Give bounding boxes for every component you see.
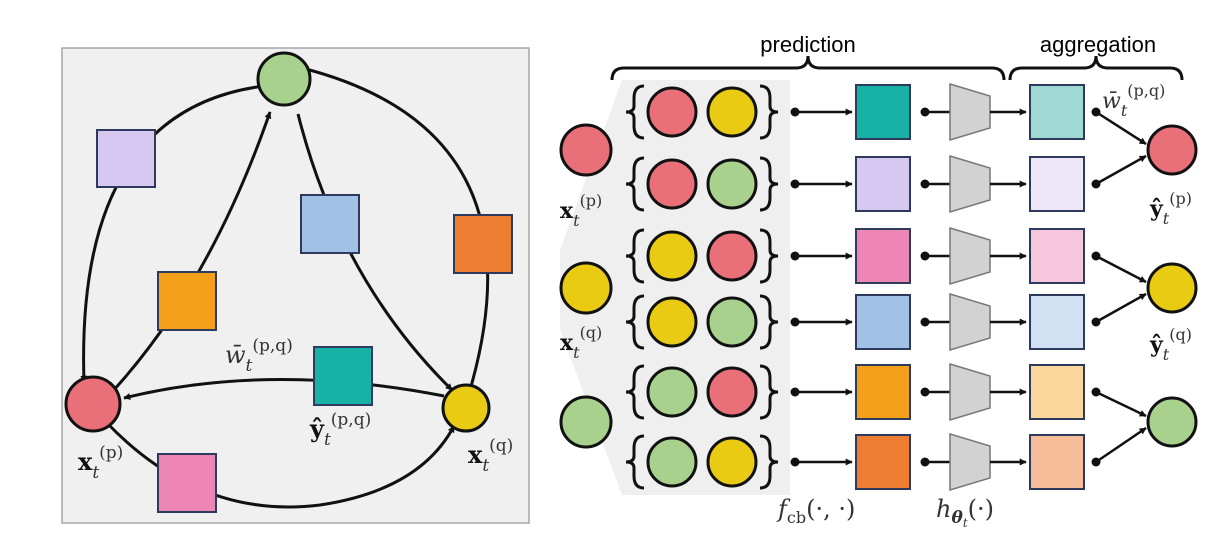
row-5-right-brace	[759, 364, 779, 420]
row-2-pair-node-green	[706, 158, 758, 210]
x-q-label-right: xt(q)	[560, 323, 602, 362]
output-node-red	[1146, 124, 1198, 176]
weight-label-left: w̄t(p,q)	[225, 336, 293, 376]
row-4-pred-square	[855, 294, 911, 350]
row-1-left-brace	[625, 84, 645, 140]
pred-square-lavender	[96, 129, 156, 188]
graph-panel-background	[61, 47, 530, 524]
output-node-yellow	[1146, 262, 1198, 314]
row-6-pair-node-yellow	[706, 436, 758, 488]
row-1-pred-square	[855, 84, 911, 140]
edge-yellow-to-green	[301, 66, 490, 391]
pipeline-panel: prediction aggregation xt(p) xt(q) w̄t(p…	[559, 32, 1198, 530]
x-p-label-left: xt(p)	[78, 443, 123, 483]
aggregation-brace	[1008, 55, 1184, 81]
pipeline-rows	[625, 82, 1147, 492]
h-theta-label: hθt(·)	[936, 495, 994, 530]
row-2-right-brace	[759, 156, 779, 212]
node-red	[64, 375, 122, 433]
row-2-agg-square	[1029, 156, 1085, 212]
x-p-label-right: xt(p)	[560, 191, 602, 230]
row-3-arrow-4	[1095, 254, 1147, 284]
row-6-arrow-4	[1095, 426, 1147, 464]
row-1-right-brace	[759, 84, 779, 140]
weight-label-right: w̄t(p,q)	[1102, 81, 1165, 120]
row-3-right-brace	[759, 228, 779, 284]
row-6-right-brace	[759, 434, 779, 490]
row-2-left-brace	[625, 156, 645, 212]
node-yellow	[441, 383, 491, 433]
row-3-h-trapezoid	[949, 226, 991, 286]
pred-square-teal	[313, 346, 373, 406]
row-1-pair-node-red	[646, 86, 698, 138]
row-5-pair-node-green	[646, 366, 698, 418]
row-6-pred-square	[855, 434, 911, 490]
row-5-left-brace	[625, 364, 645, 420]
row-4-right-brace	[759, 294, 779, 350]
row-6-h-trapezoid	[949, 432, 991, 492]
row-3-left-brace	[625, 228, 645, 284]
row-3-agg-square	[1029, 228, 1085, 284]
row-6-left-brace	[625, 434, 645, 490]
pred-square-orange	[157, 271, 217, 331]
pred-square-pink	[157, 453, 217, 513]
aggregation-header: aggregation	[1040, 32, 1156, 57]
row-2-h-trapezoid	[949, 154, 991, 214]
row-2-pair-node-red	[646, 158, 698, 210]
row-5-arrow-4	[1095, 390, 1147, 418]
row-4-arrow-4	[1095, 292, 1147, 324]
graph-panel: w̄t(p,q) ŷt(p,q) xt(p) xt(q)	[61, 47, 530, 524]
row-1-agg-square	[1029, 84, 1085, 140]
row-5-pair-node-red	[706, 366, 758, 418]
row-6-agg-square	[1029, 434, 1085, 490]
row-6-pair-node-green	[646, 436, 698, 488]
row-1-arrow-4	[1095, 110, 1147, 146]
f-cb-label: fcb(·, ·)	[776, 495, 855, 527]
node-green	[256, 51, 312, 107]
y-p-label: ŷt(p)	[1149, 189, 1192, 228]
pred-square-orange-red	[453, 214, 513, 274]
edge-yellow-to-red	[123, 377, 445, 400]
row-4-pair-node-yellow	[646, 296, 698, 348]
row-4-pair-node-green	[706, 296, 758, 348]
row-4-left-brace	[625, 294, 645, 350]
row-5-agg-square	[1029, 364, 1085, 420]
row-5-pred-square	[855, 364, 911, 420]
row-2-arrow-4	[1095, 154, 1147, 186]
row-4-agg-square	[1029, 294, 1085, 350]
row-2-pred-square	[855, 156, 911, 212]
x-q-label-left: xt(q)	[468, 436, 513, 476]
input-node-green	[559, 395, 613, 449]
row-3-pair-node-yellow	[646, 230, 698, 282]
prediction-header: prediction	[760, 32, 855, 57]
row-1-h-trapezoid	[949, 82, 991, 142]
y-q-label: ŷt(q)	[1149, 325, 1192, 364]
edge-red-to-green	[110, 111, 272, 394]
prediction-brace	[610, 55, 1006, 81]
pred-square-blue	[300, 194, 360, 254]
output-node-green	[1146, 396, 1198, 448]
input-node-yellow	[559, 261, 613, 315]
row-1-pair-node-yellow	[706, 86, 758, 138]
edge-green-to-yellow	[296, 113, 454, 392]
pair-pred-label: ŷt(p,q)	[309, 410, 371, 450]
row-4-h-trapezoid	[949, 292, 991, 352]
input-node-red	[559, 123, 613, 177]
row-3-pair-node-red	[706, 230, 758, 282]
row-5-h-trapezoid	[949, 362, 991, 422]
row-3-pred-square	[855, 228, 911, 284]
